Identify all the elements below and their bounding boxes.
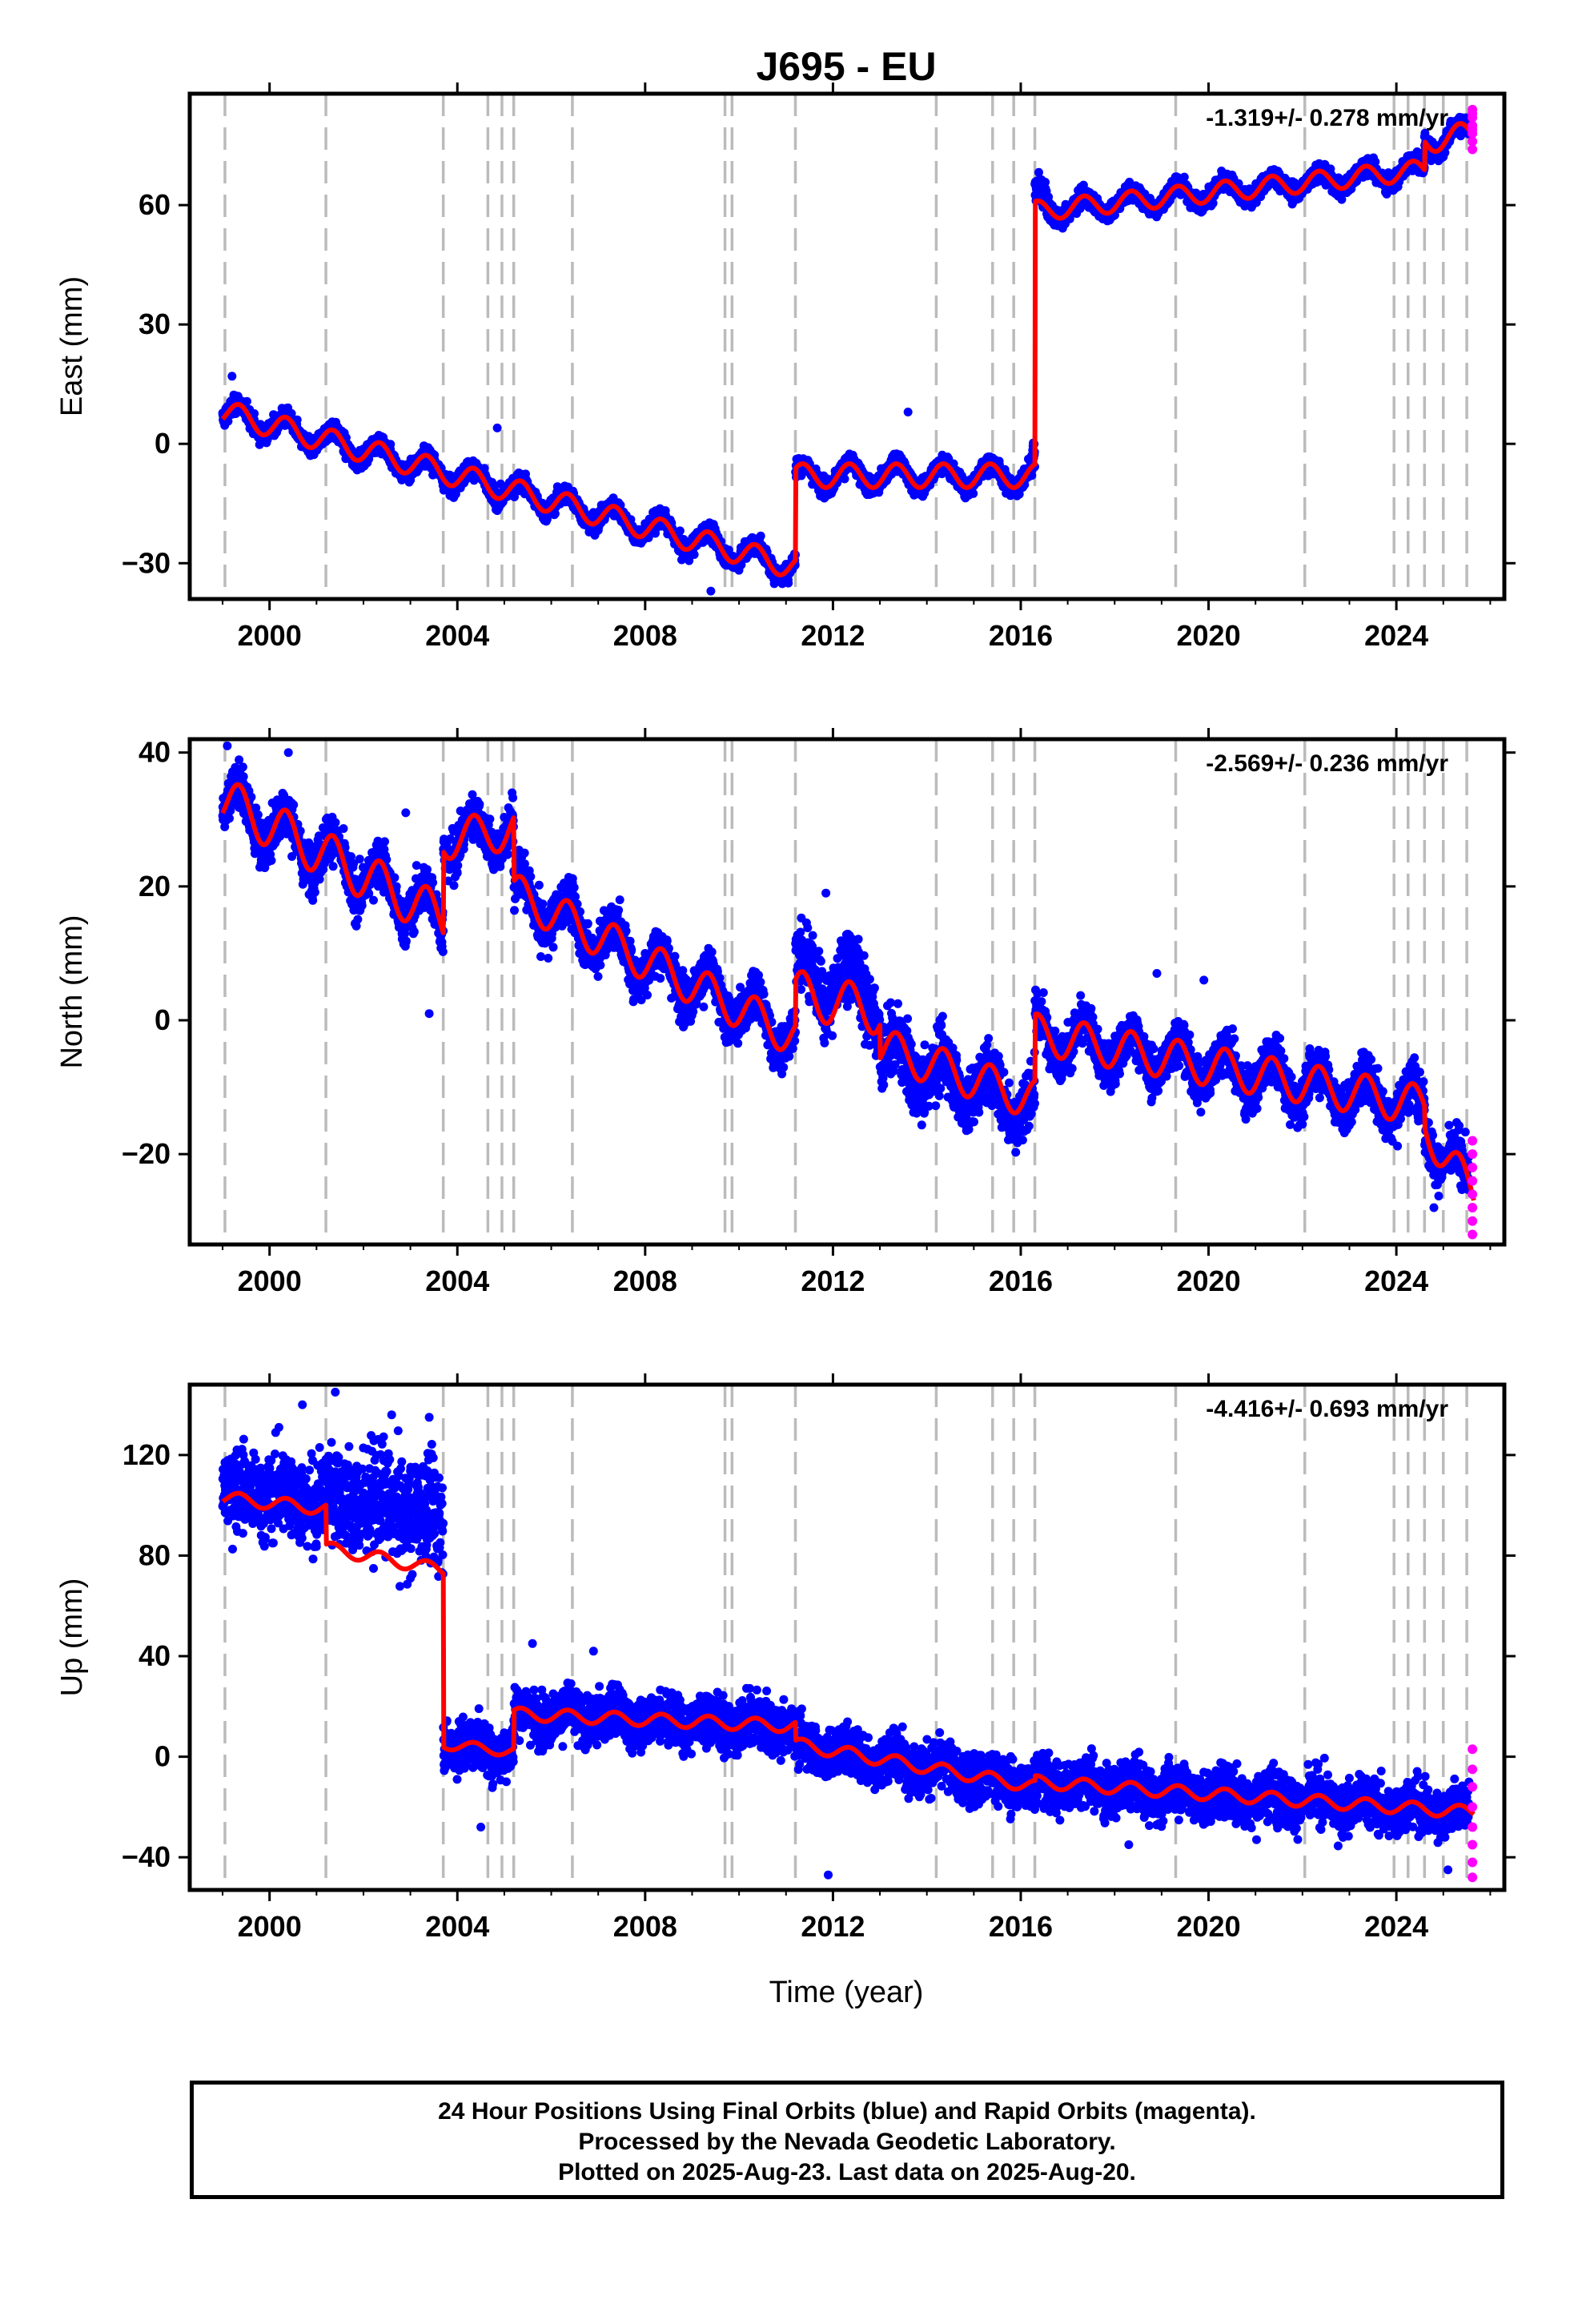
data-point bbox=[969, 489, 978, 498]
plot-area bbox=[218, 94, 1478, 599]
data-point bbox=[292, 415, 302, 424]
data-point bbox=[840, 474, 849, 484]
data-point bbox=[386, 440, 396, 449]
data-point bbox=[689, 550, 699, 559]
data-point bbox=[242, 396, 251, 406]
data-point bbox=[1179, 172, 1189, 182]
chart-title: J695 - EU bbox=[756, 44, 936, 89]
data-point bbox=[675, 526, 685, 536]
panel-1: 2000 2004 2008 2012 2016 2020 2024−3003060East… bbox=[55, 82, 1516, 652]
panels-layer: 2000 2004 2008 2012 2016 2020 2024−3003060East… bbox=[55, 82, 1516, 1943]
data-point bbox=[756, 531, 765, 541]
data-point bbox=[250, 409, 259, 418]
